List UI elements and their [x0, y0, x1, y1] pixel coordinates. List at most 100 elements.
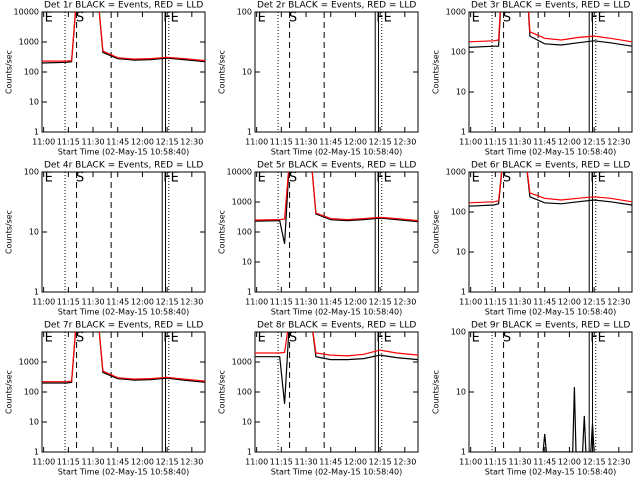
y-tick-label: 100 [451, 48, 466, 57]
flag-label: S [289, 11, 297, 26]
x-tick-label: 12:00 [131, 298, 154, 307]
plot-frame [468, 11, 633, 133]
x-tick-label: 12:30 [393, 138, 416, 147]
x-tick-label: 11:00 [459, 138, 482, 147]
x-tick-label: 11:45 [533, 298, 556, 307]
y-tick-label: 100 [237, 8, 252, 17]
flag-label: E [258, 171, 266, 186]
chart-title: Det 3r BLACK = Events, RED = LLD [471, 1, 630, 11]
x-axis-label: Start Time (02-May-15 10:58:40) [271, 148, 402, 157]
flag-label: FE [163, 11, 179, 26]
x-axis-label: Start Time (02-May-15 10:58:40) [485, 148, 616, 157]
x-tick-label: 12:15 [583, 298, 606, 307]
y-tick-label: 1000 [19, 358, 39, 367]
y-tick-label: 100 [237, 388, 252, 397]
x-tick-label: 11:30 [82, 458, 105, 467]
y-tick-label: 100 [451, 208, 466, 217]
x-tick-label: 11:30 [82, 298, 105, 307]
x-tick-label: 12:00 [558, 138, 581, 147]
y-tick-label: 1 [461, 128, 466, 137]
flag-label: S [503, 11, 511, 26]
y-tick-label: 100 [237, 228, 252, 237]
series-line [469, 12, 632, 48]
y-axis-label: Counts/sec [5, 210, 14, 254]
y-tick-label: 10000 [14, 8, 39, 17]
y-tick-label: 1 [34, 128, 39, 137]
x-tick-label: 12:15 [156, 458, 179, 467]
x-tick-label: 11:45 [106, 298, 129, 307]
x-tick-label: 12:00 [344, 458, 367, 467]
y-tick-label: 100 [451, 328, 466, 337]
series-line [469, 172, 632, 204]
x-tick-label: 12:15 [369, 138, 392, 147]
x-tick-label: 12:15 [156, 138, 179, 147]
x-tick-label: 11:00 [32, 458, 55, 467]
x-tick-label: 11:15 [270, 138, 293, 147]
x-tick-label: 12:00 [344, 138, 367, 147]
y-tick-label: 10 [29, 98, 39, 107]
y-tick-label: 1 [34, 288, 39, 297]
x-tick-label: 11:45 [319, 458, 342, 467]
x-tick-label: 11:00 [245, 298, 268, 307]
flag-label: FE [163, 331, 179, 346]
panel: Det 1r BLACK = Events, RED = LLD Counts/s… [5, 1, 206, 157]
panel: Det 5r BLACK = Events, RED = LLD Counts/s… [218, 161, 419, 317]
y-tick-label: 100 [24, 168, 39, 177]
x-tick-label: 11:00 [459, 458, 482, 467]
y-tick-label: 1000 [232, 198, 252, 207]
x-tick-label: 11:30 [295, 138, 318, 147]
x-tick-label: 11:45 [533, 458, 556, 467]
x-tick-label: 11:45 [106, 458, 129, 467]
x-tick-label: 11:45 [533, 138, 556, 147]
y-tick-label: 10 [242, 68, 252, 77]
x-tick-label: 11:45 [319, 138, 342, 147]
chart-title: Det 5r BLACK = Events, RED = LLD [257, 161, 416, 171]
plot-frame [468, 331, 633, 453]
chart-title: Det 7r BLACK = Events, RED = LLD [44, 321, 203, 331]
flag-label: E [472, 331, 480, 346]
x-tick-label: 11:15 [484, 298, 507, 307]
chart-title: Det 1r BLACK = Events, RED = LLD [44, 1, 203, 11]
y-tick-label: 10 [242, 258, 252, 267]
flag-label: FE [376, 171, 392, 186]
x-tick-label: 12:15 [583, 138, 606, 147]
x-tick-label: 11:00 [32, 138, 55, 147]
x-tick-label: 11:15 [270, 458, 293, 467]
flag-label: S [76, 331, 84, 346]
x-tick-label: 12:00 [131, 138, 154, 147]
x-tick-label: 11:45 [319, 298, 342, 307]
plot-frame [41, 11, 206, 133]
x-tick-label: 12:30 [393, 298, 416, 307]
flag-label: FE [590, 11, 606, 26]
panel: Det 8r BLACK = Events, RED = LLD Counts/s… [218, 321, 419, 477]
flag-label: S [503, 171, 511, 186]
flag-label: E [472, 11, 480, 26]
y-tick-label: 10 [456, 388, 466, 397]
x-tick-label: 11:15 [57, 138, 80, 147]
y-tick-label: 10 [242, 418, 252, 427]
x-axis-label: Start Time (02-May-15 10:58:40) [271, 308, 402, 317]
x-tick-label: 11:30 [295, 458, 318, 467]
x-tick-label: 11:15 [57, 458, 80, 467]
flag-label: S [289, 171, 297, 186]
y-axis-label: Counts/sec [5, 370, 14, 414]
flag-label: E [45, 171, 53, 186]
x-tick-label: 12:00 [131, 458, 154, 467]
y-axis-label: Counts/sec [432, 50, 441, 94]
plot-frame [41, 331, 206, 453]
y-tick-label: 1000 [19, 38, 39, 47]
x-axis-label: Start Time (02-May-15 10:58:40) [271, 468, 402, 477]
x-tick-label: 12:30 [393, 458, 416, 467]
y-tick-label: 10 [29, 228, 39, 237]
chart-title: Det 4r BLACK = Events, RED = LLD [44, 161, 203, 171]
plot-frame [254, 331, 419, 453]
x-tick-label: 11:00 [32, 298, 55, 307]
x-tick-label: 12:00 [344, 298, 367, 307]
chart-title: Det 2r BLACK = Events, RED = LLD [257, 1, 416, 11]
plot-frame [468, 171, 633, 293]
x-axis-label: Start Time (02-May-15 10:58:40) [485, 308, 616, 317]
x-tick-label: 12:30 [180, 458, 203, 467]
series-line [255, 172, 418, 222]
chart-title: Det 8r BLACK = Events, RED = LLD [257, 321, 416, 331]
